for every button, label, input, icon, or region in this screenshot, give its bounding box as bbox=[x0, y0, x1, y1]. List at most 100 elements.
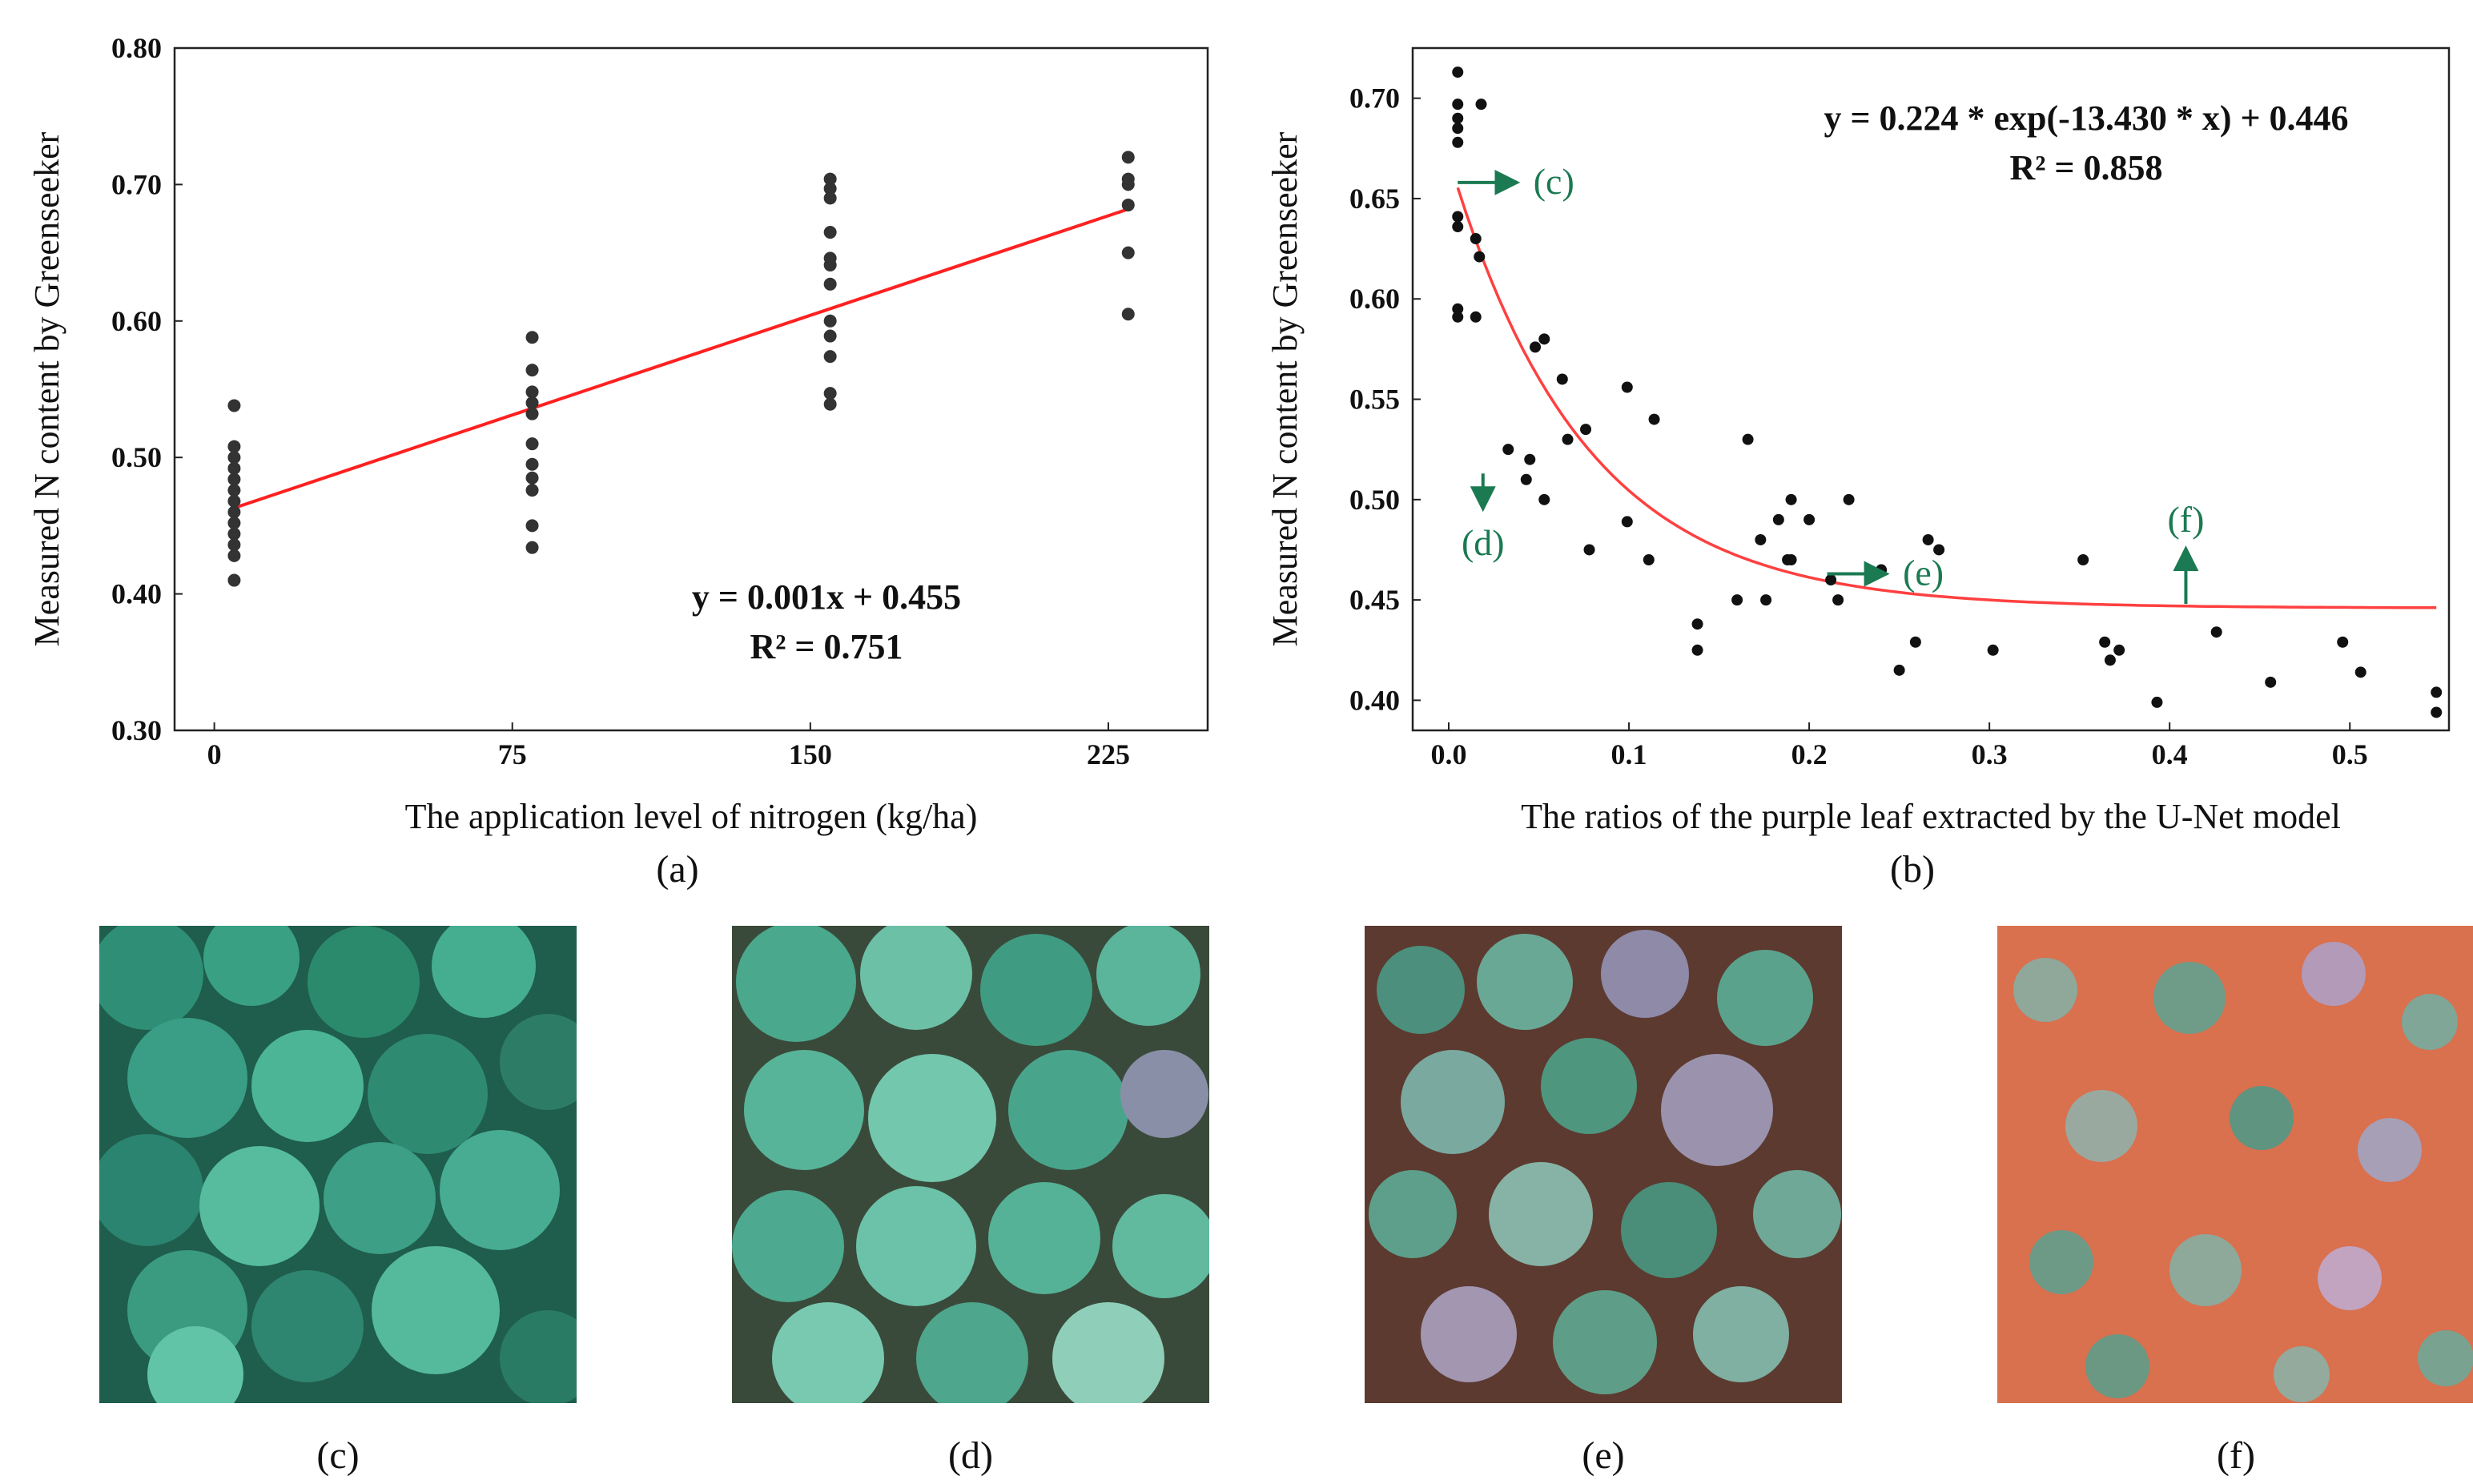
data-point bbox=[1772, 513, 1784, 525]
x-axis-label: The application level of nitrogen (kg/ha… bbox=[405, 797, 978, 836]
canola-field-photo-green-icon bbox=[99, 926, 577, 1403]
data-point bbox=[525, 471, 539, 485]
data-point bbox=[823, 387, 837, 400]
x-tick-label: 0.1 bbox=[1611, 738, 1647, 770]
data-point bbox=[1832, 594, 1844, 606]
photo-e bbox=[1365, 926, 1842, 1403]
data-point bbox=[227, 549, 241, 562]
data-point bbox=[227, 451, 241, 465]
data-point bbox=[1843, 493, 1855, 505]
photo-label-c: (c) bbox=[316, 1434, 360, 1477]
y-tick-label: 0.40 bbox=[111, 578, 162, 610]
data-point bbox=[1121, 198, 1135, 211]
y-tick-label: 0.60 bbox=[111, 305, 162, 337]
x-tick-label: 0.4 bbox=[2152, 738, 2188, 770]
data-point bbox=[1121, 246, 1135, 259]
data-point bbox=[227, 573, 241, 587]
data-point bbox=[525, 407, 539, 420]
data-point bbox=[2431, 706, 2443, 718]
x-tick-label: 0 bbox=[207, 738, 222, 770]
fit-r-squared: R² = 0.858 bbox=[2009, 148, 2162, 187]
y-tick-label: 0.45 bbox=[1349, 584, 1400, 616]
data-point bbox=[2265, 676, 2277, 688]
plot-frame bbox=[173, 46, 1209, 732]
y-tick-label: 0.30 bbox=[111, 714, 162, 746]
data-point bbox=[823, 314, 837, 328]
data-point bbox=[1470, 233, 1482, 245]
data-point bbox=[227, 505, 241, 519]
data-point bbox=[823, 397, 837, 411]
data-point bbox=[227, 473, 241, 486]
annotation-label-d: (d) bbox=[1462, 522, 1505, 563]
data-point bbox=[1580, 424, 1592, 436]
y-tick-label: 0.50 bbox=[111, 441, 162, 473]
data-point bbox=[525, 364, 539, 377]
data-point bbox=[1583, 544, 1595, 556]
fit-equation: y = 0.224 * exp(-13.430 * x) + 0.446 bbox=[1824, 99, 2348, 138]
data-point bbox=[227, 484, 241, 497]
canola-field-photo-soil-purple-icon bbox=[1369, 930, 1841, 1394]
x-tick-label: 75 bbox=[498, 738, 527, 770]
y-axis-label: Measured N content by Greenseeker bbox=[27, 131, 66, 646]
data-point bbox=[227, 516, 241, 529]
data-point bbox=[1452, 211, 1464, 223]
data-point bbox=[525, 331, 539, 344]
annotation-label-f: (f) bbox=[2167, 499, 2204, 540]
canola-field-photo-green-purple-icon bbox=[732, 926, 1209, 1403]
data-point bbox=[1470, 311, 1482, 323]
chart-b: 0.0 0.1 0.2 0.3 0.4 0.5 0.40 0.45 0.50 0.55 0.60 0.… bbox=[1265, 46, 2451, 836]
data-point bbox=[1755, 533, 1767, 545]
data-point bbox=[2077, 554, 2089, 565]
y-tick-label: 0.70 bbox=[111, 168, 162, 200]
y-tick-label: 0.70 bbox=[1349, 82, 1400, 115]
data-point bbox=[2104, 654, 2116, 666]
data-point bbox=[525, 437, 539, 451]
data-point bbox=[823, 191, 837, 205]
data-point bbox=[525, 457, 539, 471]
y-tick-label: 0.60 bbox=[1349, 283, 1400, 315]
data-point bbox=[823, 277, 837, 291]
fit-line bbox=[233, 207, 1129, 510]
data-point bbox=[1987, 644, 1999, 656]
data-point bbox=[1556, 373, 1568, 385]
data-point bbox=[1643, 554, 1655, 565]
x-tick-label: 0.3 bbox=[1972, 738, 2008, 770]
data-point bbox=[823, 329, 837, 343]
data-point bbox=[1452, 303, 1464, 315]
data-point bbox=[1538, 493, 1550, 505]
data-point bbox=[1621, 516, 1633, 528]
data-point bbox=[227, 399, 241, 412]
photo-f bbox=[1997, 926, 2473, 1403]
data-point bbox=[1760, 594, 1772, 606]
data-point bbox=[2151, 696, 2163, 708]
data-point bbox=[1121, 178, 1135, 191]
panel-label-a: (a) bbox=[656, 848, 699, 891]
photo-label-d: (d) bbox=[948, 1434, 993, 1477]
data-point bbox=[1452, 221, 1464, 233]
data-point bbox=[1742, 433, 1754, 445]
y-tick-label: 0.50 bbox=[1349, 484, 1400, 516]
data-point bbox=[1909, 636, 1921, 648]
y-tick-label: 0.55 bbox=[1349, 384, 1400, 416]
data-point bbox=[1785, 493, 1797, 505]
y-axis-label: Measured N content by Greenseeker bbox=[1265, 131, 1305, 646]
x-tick-label: 0.2 bbox=[1791, 738, 1828, 770]
x-axis-label: The ratios of the purple leaf extracted … bbox=[1521, 797, 2341, 836]
data-point bbox=[2099, 636, 2111, 648]
data-point bbox=[2210, 626, 2222, 638]
x-tick-label: 225 bbox=[1087, 738, 1130, 770]
y-tick-label: 0.40 bbox=[1349, 684, 1400, 716]
data-point bbox=[1452, 99, 1464, 111]
annotation-label-e: (e) bbox=[1903, 553, 1944, 593]
x-tick-label: 150 bbox=[789, 738, 832, 770]
plot-frame bbox=[1411, 46, 2451, 732]
data-point bbox=[227, 461, 241, 475]
x-tick-label: 0.0 bbox=[1431, 738, 1467, 770]
data-point bbox=[1691, 618, 1703, 630]
data-point bbox=[227, 440, 241, 453]
data-point bbox=[525, 385, 539, 399]
data-point bbox=[1803, 513, 1816, 525]
data-point bbox=[1452, 66, 1464, 78]
photo-label-f: (f) bbox=[2217, 1434, 2255, 1477]
